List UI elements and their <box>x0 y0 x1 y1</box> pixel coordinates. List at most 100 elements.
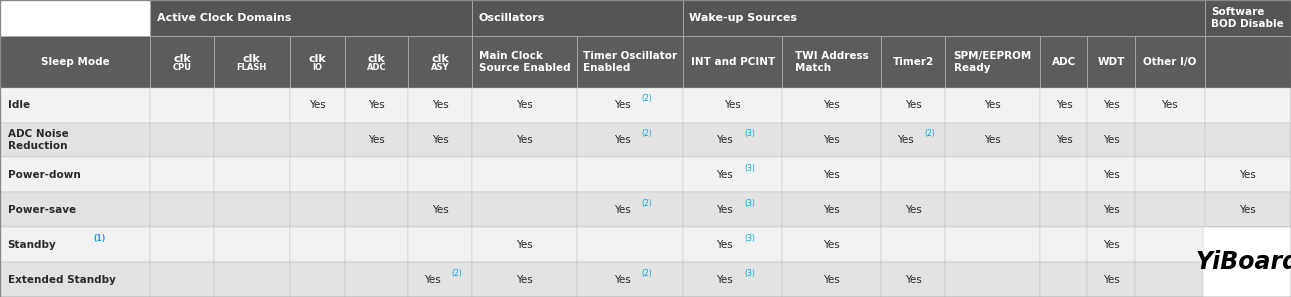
Text: Yes: Yes <box>1103 100 1119 110</box>
Text: Other I/O: Other I/O <box>1143 57 1197 67</box>
Bar <box>1087 88 1135 122</box>
Bar <box>577 88 683 122</box>
Text: Yes: Yes <box>516 100 533 110</box>
Bar <box>782 122 882 157</box>
Text: Yes: Yes <box>615 274 631 285</box>
Text: clk: clk <box>309 54 327 64</box>
Bar <box>290 192 345 227</box>
Text: (2): (2) <box>642 199 653 208</box>
Bar <box>1041 192 1087 227</box>
Bar <box>1041 227 1087 262</box>
Text: Active Clock Domains: Active Clock Domains <box>156 13 290 23</box>
Bar <box>882 157 945 192</box>
Text: Yes: Yes <box>516 240 533 250</box>
Text: (1): (1) <box>93 234 105 243</box>
Bar <box>1041 157 1087 192</box>
Bar <box>290 88 345 122</box>
Bar <box>150 36 214 88</box>
Bar <box>577 192 683 227</box>
Text: Yes: Yes <box>824 100 840 110</box>
Text: Yes: Yes <box>905 205 922 215</box>
Text: Yes: Yes <box>824 170 840 180</box>
Bar <box>1205 157 1291 192</box>
Text: Yes: Yes <box>897 135 914 145</box>
Text: INT and PCINT: INT and PCINT <box>691 57 775 67</box>
Bar <box>345 88 408 122</box>
Bar <box>1203 227 1291 297</box>
Bar <box>1041 262 1087 297</box>
Bar <box>473 262 577 297</box>
Bar <box>1041 122 1087 157</box>
Text: Yes: Yes <box>1103 240 1119 250</box>
Bar <box>214 192 290 227</box>
Bar <box>782 36 882 88</box>
Text: Yes: Yes <box>1056 100 1073 110</box>
Text: Main Clock
Source Enabled: Main Clock Source Enabled <box>479 50 571 73</box>
Text: WDT: WDT <box>1097 57 1124 67</box>
Bar <box>345 157 408 192</box>
Bar <box>0 157 150 192</box>
Bar <box>345 192 408 227</box>
Bar <box>882 262 945 297</box>
Text: Yes: Yes <box>1103 170 1119 180</box>
Bar <box>345 227 408 262</box>
Bar <box>1135 157 1205 192</box>
Bar <box>1087 192 1135 227</box>
Text: Yes: Yes <box>423 274 440 285</box>
Bar <box>290 36 345 88</box>
Bar <box>577 227 683 262</box>
Text: IO: IO <box>312 63 323 72</box>
Text: (2): (2) <box>452 268 462 277</box>
Bar <box>1087 122 1135 157</box>
Bar <box>1205 36 1291 88</box>
Bar <box>290 157 345 192</box>
Bar <box>290 262 345 297</box>
Bar <box>473 36 577 88</box>
Bar <box>782 192 882 227</box>
Text: Yes: Yes <box>824 135 840 145</box>
Bar <box>882 192 945 227</box>
Text: Yes: Yes <box>717 274 733 285</box>
Bar <box>345 262 408 297</box>
Bar <box>683 122 782 157</box>
Bar <box>683 192 782 227</box>
Bar <box>1087 36 1135 88</box>
Text: Yes: Yes <box>615 135 631 145</box>
Text: Yes: Yes <box>724 100 741 110</box>
Bar <box>945 227 1041 262</box>
Bar <box>408 192 473 227</box>
Text: ADC Noise
Reduction: ADC Noise Reduction <box>8 129 68 151</box>
Text: (3): (3) <box>744 199 755 208</box>
Bar <box>0 122 150 157</box>
Bar <box>150 88 214 122</box>
Text: Yes: Yes <box>615 205 631 215</box>
Text: Yes: Yes <box>717 170 733 180</box>
Bar <box>945 157 1041 192</box>
Bar <box>782 262 882 297</box>
Bar <box>408 157 473 192</box>
Bar <box>150 262 214 297</box>
Bar <box>473 0 683 36</box>
Bar <box>214 157 290 192</box>
Bar <box>782 88 882 122</box>
Bar <box>1205 227 1291 262</box>
Bar <box>290 122 345 157</box>
Bar <box>150 227 214 262</box>
Bar <box>683 227 782 262</box>
Bar <box>214 262 290 297</box>
Bar <box>1135 227 1205 262</box>
Text: clk: clk <box>173 54 191 64</box>
Bar <box>214 36 290 88</box>
Bar <box>683 0 1205 36</box>
Text: Idle: Idle <box>8 100 30 110</box>
Text: Yes: Yes <box>431 205 448 215</box>
Text: ADC: ADC <box>367 63 386 72</box>
Text: Yes: Yes <box>905 100 922 110</box>
Text: Yes: Yes <box>984 135 1001 145</box>
Text: Yes: Yes <box>824 274 840 285</box>
Bar <box>1135 36 1205 88</box>
Text: ADC: ADC <box>1052 57 1077 67</box>
Text: Yes: Yes <box>1161 100 1177 110</box>
Text: Yes: Yes <box>516 135 533 145</box>
Bar <box>577 262 683 297</box>
